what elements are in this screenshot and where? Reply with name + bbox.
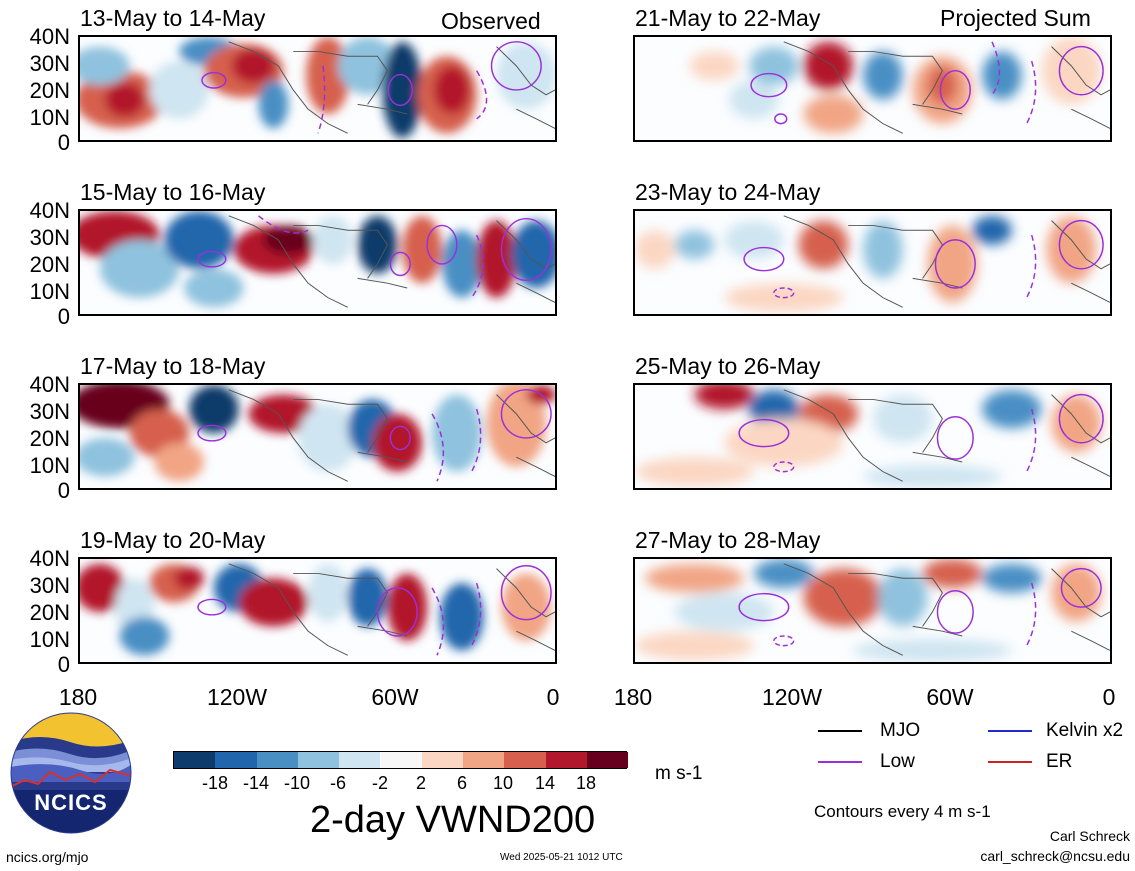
footer-author: Carl Schreck <box>1049 828 1130 844</box>
colorbar-tick-label: 18 <box>575 773 597 793</box>
y-tick-label: 0 <box>57 652 70 677</box>
colorbar-tick-label: -10 <box>283 773 310 793</box>
legend-label-kelvin: Kelvin x2 <box>1046 720 1124 741</box>
y-tick-label: 40N <box>29 372 70 397</box>
colorbar <box>173 751 628 769</box>
panel-title: 17-May to 18-May <box>80 353 266 379</box>
legend-line-er <box>988 761 1032 763</box>
y-tick-label: 10N <box>29 627 70 652</box>
figure-title: 2-day VWND200 <box>310 799 596 841</box>
y-tick-label: 10N <box>29 453 70 478</box>
x-tick-label: 0 <box>546 684 560 710</box>
y-tick-label: 20N <box>29 426 70 451</box>
y-tick-label: 30N <box>29 225 70 250</box>
colorbar-cell <box>174 752 216 768</box>
panel-title: 19-May to 20-May <box>80 527 266 553</box>
anomaly-map <box>635 215 1110 313</box>
anomaly-map <box>80 211 555 308</box>
map-panel-17-18-may <box>78 383 557 490</box>
anomaly-map <box>80 563 555 656</box>
colorbar-cell <box>339 752 381 768</box>
colorbar-tick-label: -2 <box>371 773 388 793</box>
x-tick-label: 120W <box>761 684 823 710</box>
legend-line-mjo <box>818 730 862 732</box>
legend-label-low: Low <box>880 751 915 772</box>
anomaly-map <box>689 37 1110 134</box>
y-tick-label: 10N <box>29 105 70 130</box>
colorbar-cell <box>504 752 546 768</box>
map-panel-13-14-may <box>78 35 557 142</box>
panel-title: 25-May to 26-May <box>635 353 821 379</box>
x-tick-label: 0 <box>1102 684 1116 710</box>
y-tick-label: 20N <box>29 78 70 103</box>
ncics-logo: NCICS <box>10 712 132 834</box>
panel-title: 13-May to 14-May <box>80 5 266 31</box>
colorbar-cell <box>297 752 340 768</box>
x-tick-label: 180 <box>613 684 653 710</box>
legend-line-kelvin <box>988 730 1032 732</box>
colorbar-tick-label: 2 <box>415 773 426 793</box>
anomaly-map <box>80 37 555 139</box>
legend-label-mjo: MJO <box>880 720 921 741</box>
colorbar-tick-label: -14 <box>242 773 269 793</box>
panel-label-observed: Observed <box>441 8 541 34</box>
y-tick-label: 0 <box>57 478 70 503</box>
contour-note: Contours every 4 m s-1 <box>814 802 991 821</box>
anomaly-map <box>635 385 1110 488</box>
x-tick-label: 60W <box>926 684 974 710</box>
map-panel-23-24-may <box>633 209 1112 316</box>
y-tick-label: 20N <box>29 252 70 277</box>
colorbar-cell <box>215 752 257 768</box>
footer-url: ncics.org/mjo <box>6 849 89 865</box>
colorbar-cell <box>587 752 628 768</box>
colorbar-cell <box>256 752 298 768</box>
colorbar-units: m s-1 <box>655 763 703 784</box>
y-tick-label: 40N <box>29 546 70 571</box>
y-tick-label: 20N <box>29 600 70 625</box>
map-panel-21-22-may <box>633 35 1112 142</box>
footer-timestamp: Wed 2025-05-21 1012 UTC <box>500 852 623 863</box>
colorbar-cell <box>545 752 587 768</box>
map-panel-25-26-may <box>633 383 1112 490</box>
map-panel-19-20-may <box>78 557 557 664</box>
colorbar-tick-label: -6 <box>329 773 346 793</box>
panel-title: 21-May to 22-May <box>635 5 821 31</box>
y-tick-label: 40N <box>29 24 70 49</box>
colorbar-tick-label: 10 <box>492 773 514 793</box>
colorbar-tick-label: -18 <box>201 773 228 793</box>
x-tick-label: 120W <box>206 684 268 710</box>
y-tick-label: 30N <box>29 399 70 424</box>
legend-line-low <box>818 761 862 763</box>
panel-label-projected-sum: Projected Sum <box>940 5 1091 31</box>
panel-title: 27-May to 28-May <box>635 527 821 553</box>
y-tick-label: 10N <box>29 279 70 304</box>
map-panel-27-28-may <box>633 557 1112 664</box>
colorbar-cell <box>380 752 422 768</box>
legend-label-er: ER <box>1046 751 1073 772</box>
colorbar-cell <box>463 752 505 768</box>
logo-text: NCICS <box>34 790 108 815</box>
x-tick-label: 180 <box>58 684 98 710</box>
colorbar-cell <box>421 752 464 768</box>
logo-icon <box>10 712 132 834</box>
panel-title: 23-May to 24-May <box>635 179 821 205</box>
y-tick-label: 0 <box>57 304 70 329</box>
footer-email: carl_schreck@ncsu.edu <box>980 848 1130 864</box>
panel-title: 15-May to 16-May <box>80 179 266 205</box>
anomaly-map <box>635 559 1110 662</box>
map-panel-15-16-may <box>78 209 557 316</box>
y-tick-label: 30N <box>29 573 70 598</box>
colorbar-tick-label: 6 <box>456 773 467 793</box>
anomaly-map <box>80 385 555 482</box>
y-tick-label: 30N <box>29 51 70 76</box>
x-tick-label: 60W <box>371 684 419 710</box>
y-tick-label: 40N <box>29 198 70 223</box>
y-tick-label: 0 <box>57 130 70 155</box>
colorbar-tick-label: 14 <box>534 773 556 793</box>
